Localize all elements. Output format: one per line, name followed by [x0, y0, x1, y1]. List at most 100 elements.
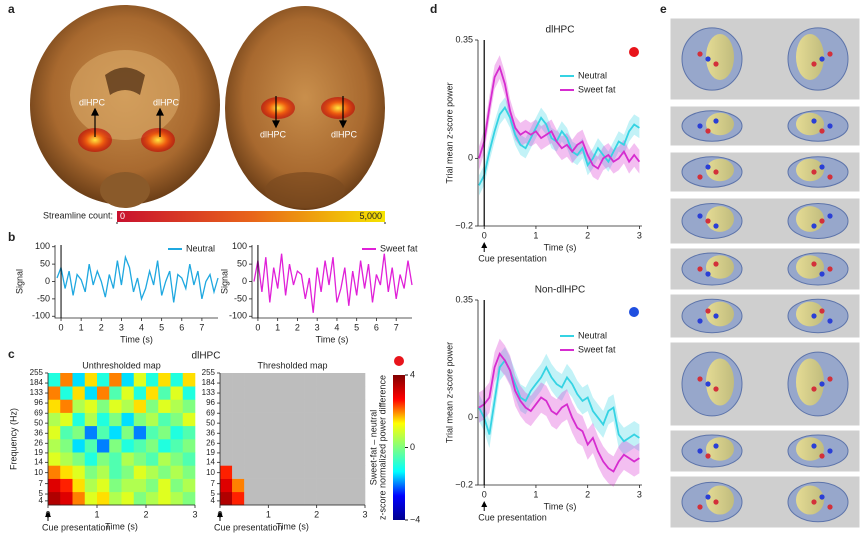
heatmap-cell — [84, 373, 98, 387]
heatmap-cell — [220, 478, 233, 493]
amygdala-volume — [796, 34, 824, 80]
heatmap-cell — [340, 439, 354, 453]
heatmap-cell — [158, 452, 171, 466]
y-tick-label: -100 — [229, 311, 247, 321]
heatmap-cell — [133, 425, 147, 440]
y-axis-title: Frequency (Hz) — [8, 408, 18, 470]
x-tick-label: 1 — [79, 322, 84, 332]
heatmap-cell — [109, 478, 122, 493]
y-axis-title: Signal — [14, 269, 24, 294]
heatmap-cell — [133, 478, 147, 493]
x-tick-label: 0 — [255, 322, 260, 332]
y-tick-label: 0 — [45, 276, 50, 286]
heatmap-cell — [340, 412, 354, 427]
condition-marker — [629, 307, 639, 317]
amygdala-volume — [796, 255, 824, 279]
cue-arrowhead — [45, 511, 51, 517]
y-tick-label: 184 — [202, 378, 216, 387]
heatmap-cell — [48, 491, 61, 506]
error-band — [479, 55, 640, 181]
heatmap-cell — [97, 465, 110, 479]
heatmap-cell — [84, 478, 98, 493]
heatmap-cell — [244, 399, 257, 413]
heatmap-cell — [158, 386, 171, 400]
y-tick-label: 96 — [206, 398, 215, 407]
y-tick-label: -50 — [234, 293, 247, 303]
heatmap-cell — [244, 478, 257, 493]
heatmap-cell — [133, 386, 147, 400]
heatmap-cell — [72, 465, 86, 479]
electrode — [705, 308, 711, 314]
heatmap-cell — [280, 465, 293, 479]
heatmap-cell — [244, 386, 257, 400]
heatmap-cell — [292, 478, 305, 493]
electrode — [811, 443, 817, 449]
heatmap-cell — [280, 412, 293, 427]
heatmap-cell — [340, 399, 354, 413]
x-tick-label: 2 — [99, 322, 104, 332]
heatmap-cell — [280, 399, 293, 413]
y-tick-label: 0.35 — [455, 34, 473, 44]
electrode — [827, 318, 833, 324]
heatmap-cell — [146, 412, 159, 427]
heatmap-cell — [60, 478, 73, 493]
axis-line — [54, 245, 218, 319]
heatmap-cell — [328, 478, 342, 493]
heatmap-cell — [170, 425, 184, 440]
electrode — [819, 494, 825, 500]
heatmap-cell — [170, 491, 184, 506]
x-tick-label: 0 — [482, 489, 487, 499]
hotspot — [78, 128, 112, 152]
electrode — [713, 443, 719, 449]
y-tick-label: 69 — [34, 408, 43, 417]
heatmap-cell — [292, 386, 305, 400]
heatmap-cell — [280, 439, 293, 453]
heatmap-cell — [328, 386, 342, 400]
heatmap-cell — [316, 386, 330, 400]
heatmap-cell — [182, 439, 196, 453]
heatmap-cell — [220, 412, 233, 427]
mean-line — [478, 64, 641, 170]
heatmap-cell — [220, 491, 233, 506]
y-tick-label: -100 — [32, 311, 50, 321]
heatmap-cell — [146, 425, 159, 440]
y-tick-label: 19 — [206, 448, 215, 457]
x-tick-label: 3 — [119, 322, 124, 332]
heatmap-cell — [84, 439, 98, 453]
ventricle — [105, 67, 145, 95]
x-tick-label: 1 — [533, 230, 538, 240]
y-tick-label: 14 — [206, 457, 215, 466]
amygdala-volume — [706, 437, 734, 461]
heatmap-cell — [60, 425, 73, 440]
heatmap-cell — [340, 373, 354, 387]
hotspot — [261, 97, 295, 119]
x-tick-label: 0 — [59, 322, 64, 332]
heatmap-cell — [220, 425, 233, 440]
heatmap-cell — [328, 425, 342, 440]
condition-marker — [629, 47, 639, 57]
y-tick-label: 5 — [39, 489, 44, 498]
panel-label: e — [660, 2, 667, 16]
heatmap-cell — [316, 425, 330, 440]
heatmap-cell — [280, 478, 293, 493]
x-tick-label: 1 — [533, 489, 538, 499]
panel-label: b — [8, 230, 15, 244]
heatmap-cell — [304, 439, 317, 453]
y-tick-label: 100 — [232, 241, 247, 251]
y-tick-label: 255 — [202, 368, 216, 377]
colorbar-tick-label: 0 — [410, 442, 415, 452]
heatmap-cell — [109, 465, 122, 479]
heatmap-cell — [121, 478, 135, 493]
x-axis-title: Time (s) — [316, 334, 349, 344]
heatmap-cell — [146, 452, 159, 466]
electrode — [819, 164, 825, 170]
heatmap-cell — [220, 465, 233, 479]
colorbar-tick-label: −4 — [410, 514, 420, 524]
annotation: Cue presentation — [478, 253, 547, 263]
heatmap-cell — [146, 399, 159, 413]
heatmap-cell — [220, 386, 233, 400]
heatmap-cell — [352, 425, 366, 440]
error-band — [479, 338, 640, 487]
electrode — [697, 123, 703, 129]
